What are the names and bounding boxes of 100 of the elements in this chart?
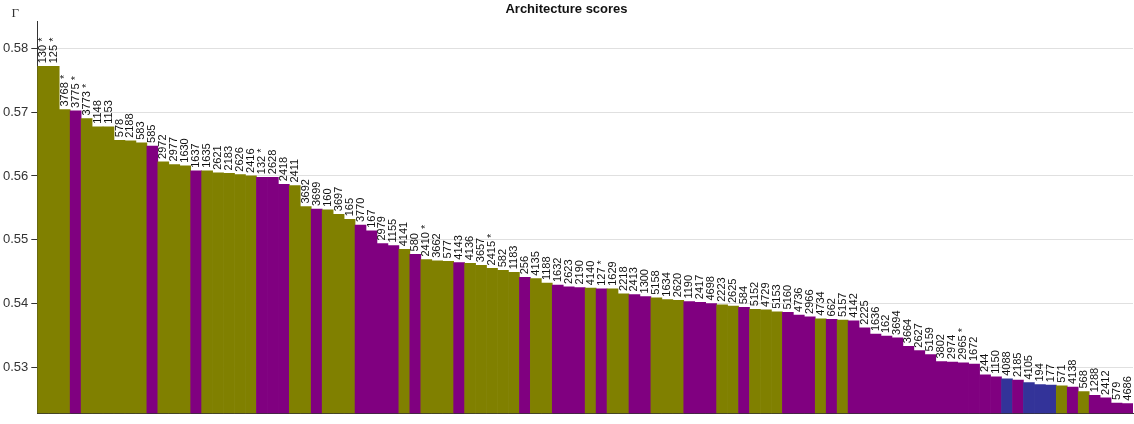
x-tick-label: 3775 * — [68, 75, 81, 108]
x-tick-label: 3657 — [474, 237, 487, 263]
x-tick-label: 2620 — [671, 272, 684, 298]
y-tick-label: 0.55 — [2, 231, 29, 247]
y-tick-label: 0.56 — [2, 167, 29, 183]
x-tick-label: 244 — [978, 353, 991, 372]
y-tick-label: 0.53 — [2, 358, 29, 374]
x-tick-label: 2411 — [287, 158, 300, 183]
x-tick-label: 2621 — [211, 145, 224, 170]
x-tick-label: 2966 — [802, 289, 815, 314]
x-tick-label: 4729 — [758, 282, 771, 307]
x-tick-label: 160 — [320, 188, 333, 207]
x-tick-label: 4088 — [1000, 351, 1013, 376]
x-tick-label: 2418 — [276, 156, 289, 182]
x-tick-label: 2416 — [243, 148, 256, 173]
x-tick-label: 4734 — [813, 291, 826, 316]
x-tick-label: 127 * — [594, 259, 607, 286]
x-tick-label: 4135 — [528, 251, 541, 276]
x-tick-label: 578 — [112, 118, 125, 138]
x-tick-label: 4736 — [791, 287, 804, 312]
x-tick-label: 132 * — [254, 147, 267, 175]
x-tick-label: 4143 — [452, 235, 465, 260]
x-tick-label: 2188 — [123, 113, 136, 138]
x-tick-label: 2225 — [857, 300, 870, 325]
x-tick-label: 582 — [496, 248, 508, 268]
x-tick-label: 2412 — [1098, 370, 1111, 395]
x-tick-label: 1183 — [506, 245, 519, 270]
x-tick-label: 3802 — [934, 334, 947, 359]
x-tick-label: 4686 — [1120, 376, 1133, 401]
x-tick-label: 3770 — [353, 197, 366, 223]
x-tick-label: 1636 — [868, 306, 881, 332]
x-tick-label: 2415 * — [485, 232, 498, 266]
x-tick-label: 5153 — [769, 284, 782, 309]
x-tick-label: 584 — [737, 285, 750, 305]
x-tick-label: 2410 * — [419, 223, 432, 257]
x-tick-label: 583 — [134, 121, 147, 140]
x-tick-label: 585 — [145, 124, 158, 143]
x-tick-label: 3699 — [309, 181, 322, 207]
x-tick-label: 577 — [441, 240, 454, 259]
x-tick-label: 1632 — [550, 257, 563, 283]
x-tick-label: 2979 — [375, 216, 388, 241]
x-tick-label: 2626 — [233, 147, 246, 172]
x-tick-label: 2190 — [572, 260, 585, 285]
x-tick-label: 1630 — [178, 138, 191, 163]
x-tick-label: 2183 — [222, 145, 235, 171]
x-tick-label: 579 — [1109, 381, 1122, 400]
x-tick-label: 125 * — [46, 36, 59, 64]
x-tick-label: 3773 * — [79, 83, 92, 116]
x-tick-label: 571 — [1054, 364, 1067, 383]
x-tick-label: 1635 — [200, 143, 213, 168]
x-tick-label: 5157 — [835, 292, 848, 318]
y-axis-title: Γ — [11, 4, 20, 20]
x-tick-label: 2223 — [715, 277, 728, 302]
x-tick-label: 1188 — [539, 256, 552, 281]
x-tick-label: 1155 — [386, 218, 399, 243]
x-tick-label: 580 — [408, 233, 421, 252]
x-tick-label: 1148 — [90, 100, 103, 124]
x-tick-label: 2413 — [627, 267, 640, 292]
x-tick-label: 2977 — [167, 136, 180, 162]
x-tick-label: 1629 — [605, 261, 618, 286]
x-tick-label: 4698 — [704, 276, 717, 301]
x-tick-label: 2218 — [616, 266, 629, 291]
x-tick-label: 1637 — [189, 143, 202, 168]
x-tick-label: 1150 — [989, 350, 1002, 374]
x-tick-label: 3697 — [331, 186, 344, 212]
y-tick-label: 0.57 — [2, 103, 29, 119]
x-tick-label: 4142 — [846, 293, 859, 318]
x-tick-label: 2628 — [265, 149, 278, 175]
x-tick-label: 5160 — [780, 284, 793, 310]
x-tick-label: 5158 — [649, 270, 662, 295]
x-tick-label: 4136 — [463, 235, 476, 261]
x-tick-label: 3662 — [430, 233, 443, 258]
x-tick-label: 177 — [1043, 363, 1056, 383]
x-tick-label: 2625 — [726, 278, 739, 304]
x-tick-label: 3692 — [298, 179, 311, 204]
x-tick-label: 4138 — [1065, 359, 1078, 385]
x-tick-label: 2185 — [1010, 352, 1023, 378]
x-tick-label: 162 — [879, 314, 892, 334]
x-tick-label: 2623 — [561, 259, 574, 284]
x-tick-label: 4140 — [583, 260, 596, 286]
x-tick-label: 662 — [824, 298, 837, 317]
x-tick-label: 1153 — [101, 100, 114, 124]
x-tick-label: 4105 — [1021, 355, 1034, 380]
x-tick-label: 1300 — [638, 269, 651, 294]
x-tick-label: 568 — [1076, 370, 1089, 389]
x-tick-label: 1672 — [967, 336, 980, 362]
x-tick-label: 1288 — [1087, 367, 1100, 393]
x-tick-label: 130 * — [35, 36, 48, 64]
x-tick-label: 3664 — [901, 318, 914, 344]
x-tick-label: 194 — [1032, 363, 1045, 382]
x-tick-label: 1190 — [682, 274, 695, 299]
x-tick-label: 167 — [364, 209, 377, 228]
x-tick-label: 2627 — [912, 323, 925, 348]
x-tick-label: 2417 — [693, 274, 706, 300]
x-tick-label: 165 — [342, 197, 355, 217]
x-tick-label: 5159 — [923, 327, 936, 352]
x-tick-label: 3768 * — [57, 74, 70, 107]
y-tick-label: 0.58 — [2, 39, 29, 55]
x-tick-label: 5152 — [748, 281, 761, 307]
x-tick-label: 4141 — [397, 221, 410, 247]
